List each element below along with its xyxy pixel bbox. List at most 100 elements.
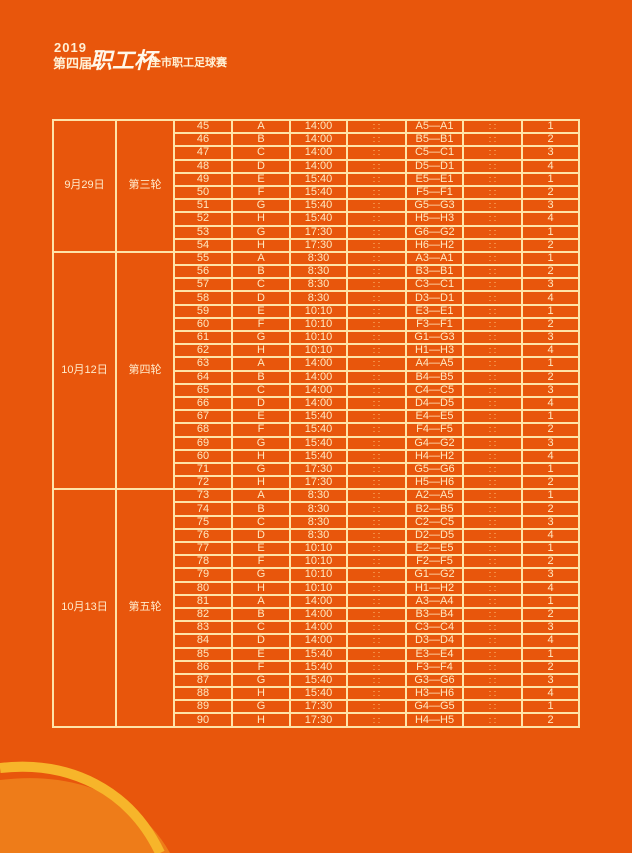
field-number: 4 bbox=[521, 633, 580, 649]
field-number: 4 bbox=[521, 527, 580, 544]
kickoff-time: 15:40 bbox=[289, 672, 348, 689]
group-letter: G bbox=[231, 567, 291, 583]
matchup: B4—B5 bbox=[405, 369, 464, 385]
field-number: 2 bbox=[521, 237, 580, 253]
score-cell: : : bbox=[346, 369, 407, 385]
table-row: 52 H 15:40: : H5—H3: :4 bbox=[53, 211, 580, 227]
score-cell: : : bbox=[462, 686, 523, 702]
match-number: 56 bbox=[173, 264, 233, 280]
match-number: 49 bbox=[173, 171, 233, 187]
kickoff-time: 14:00 bbox=[289, 356, 348, 372]
score-cell: : : bbox=[346, 290, 407, 306]
table-row: 49 E 15:40: : E5—E1: :1 bbox=[53, 171, 580, 187]
kickoff-time: 14:00 bbox=[289, 158, 348, 174]
score-cell: : : bbox=[346, 198, 407, 214]
yellow-arc bbox=[0, 761, 165, 853]
field-number: 2 bbox=[521, 606, 580, 623]
kickoff-time: 15:40 bbox=[289, 686, 348, 702]
score-cell: : : bbox=[346, 237, 407, 253]
group-letter: E bbox=[231, 540, 291, 557]
matchup: G5—G6 bbox=[405, 461, 464, 478]
matchup: H5—H6 bbox=[405, 475, 464, 491]
kickoff-time: 14:00 bbox=[289, 395, 348, 412]
score-cell: : : bbox=[346, 395, 407, 412]
score-cell: : : bbox=[346, 316, 407, 333]
group-letter: G bbox=[231, 672, 291, 689]
field-number: 1 bbox=[521, 646, 580, 662]
matchup: D4—D5 bbox=[405, 395, 464, 412]
field-number: 1 bbox=[521, 224, 580, 240]
kickoff-time: 8:30 bbox=[289, 290, 348, 306]
field-number: 4 bbox=[521, 580, 580, 596]
matchup: A4—A5 bbox=[405, 356, 464, 372]
matchup: H1—H2 bbox=[405, 580, 464, 596]
kickoff-time: 14:00 bbox=[289, 620, 348, 636]
matchup: H6—H2 bbox=[405, 237, 464, 253]
group-letter: H bbox=[231, 343, 291, 359]
score-cell: : : bbox=[346, 633, 407, 649]
kickoff-time: 14:00 bbox=[289, 132, 348, 148]
table-row: 88 H 15:40: : H3—H6: :4 bbox=[53, 686, 580, 702]
table-row: 79 G 10:10: : G1—G2: :3 bbox=[53, 567, 580, 583]
score-cell: : : bbox=[346, 329, 407, 346]
match-number: 63 bbox=[173, 356, 233, 372]
match-number: 47 bbox=[173, 145, 233, 161]
group-letter: G bbox=[231, 224, 291, 240]
field-number: 4 bbox=[521, 343, 580, 359]
table-row: 81 A 14:00: : A3—A4: :1 bbox=[53, 593, 580, 609]
logo-edition: 第四届 bbox=[53, 56, 93, 71]
field-number: 4 bbox=[521, 158, 580, 174]
group-letter: G bbox=[231, 699, 291, 715]
matchup: A2—A5 bbox=[405, 488, 464, 504]
matchup: H3—H6 bbox=[405, 686, 464, 702]
group-letter: B bbox=[231, 369, 291, 385]
score-cell: : : bbox=[462, 356, 523, 372]
kickoff-time: 15:40 bbox=[289, 448, 348, 464]
group-letter: B bbox=[231, 606, 291, 623]
kickoff-time: 10:10 bbox=[289, 540, 348, 557]
score-cell: : : bbox=[462, 567, 523, 583]
score-cell: : : bbox=[462, 198, 523, 214]
score-cell: : : bbox=[346, 527, 407, 544]
group-letter: H bbox=[231, 712, 291, 728]
table-row: 48 D 14:00: : D5—D1: :4 bbox=[53, 158, 580, 174]
table-row: 54 H 17:30: : H6—H2: :2 bbox=[53, 237, 580, 253]
score-cell: : : bbox=[346, 435, 407, 451]
match-number: 51 bbox=[173, 198, 233, 214]
score-cell: : : bbox=[346, 672, 407, 689]
field-number: 2 bbox=[521, 659, 580, 675]
score-cell: : : bbox=[346, 171, 407, 187]
score-cell: : : bbox=[462, 554, 523, 570]
table-row: 58 D 8:30: : D3—D1: :4 bbox=[53, 290, 580, 306]
score-cell: : : bbox=[346, 646, 407, 662]
field-number: 1 bbox=[521, 303, 580, 319]
score-cell: : : bbox=[346, 132, 407, 148]
kickoff-time: 15:40 bbox=[289, 171, 348, 187]
table-row: 87 G 15:40: : G3—G6: :3 bbox=[53, 672, 580, 689]
field-number: 2 bbox=[521, 264, 580, 280]
kickoff-time: 15:40 bbox=[289, 211, 348, 227]
match-number: 45 bbox=[173, 118, 233, 135]
field-number: 2 bbox=[521, 369, 580, 385]
field-number: 1 bbox=[521, 171, 580, 187]
field-number: 3 bbox=[521, 382, 580, 398]
score-cell: : : bbox=[462, 303, 523, 319]
match-number: 57 bbox=[173, 277, 233, 293]
table-row: 50 F 15:40: : F5—F1: :2 bbox=[53, 184, 580, 201]
kickoff-time: 8:30 bbox=[289, 514, 348, 530]
score-cell: : : bbox=[462, 514, 523, 530]
matchup: B3—B1 bbox=[405, 264, 464, 280]
score-cell: : : bbox=[462, 329, 523, 346]
score-cell: : : bbox=[346, 540, 407, 557]
score-cell: : : bbox=[346, 712, 407, 728]
matchup: D5—D1 bbox=[405, 158, 464, 174]
table-row: 61 G 10:10: : G1—G3: :3 bbox=[53, 329, 580, 346]
kickoff-time: 15:40 bbox=[289, 198, 348, 214]
table-row: 57 C 8:30: : C3—C1: :3 bbox=[53, 277, 580, 293]
score-cell: : : bbox=[346, 475, 407, 491]
matchup: F4—F5 bbox=[405, 422, 464, 438]
score-cell: : : bbox=[462, 395, 523, 412]
match-number: 65 bbox=[173, 382, 233, 398]
group-letter: C bbox=[231, 277, 291, 293]
kickoff-time: 10:10 bbox=[289, 329, 348, 346]
